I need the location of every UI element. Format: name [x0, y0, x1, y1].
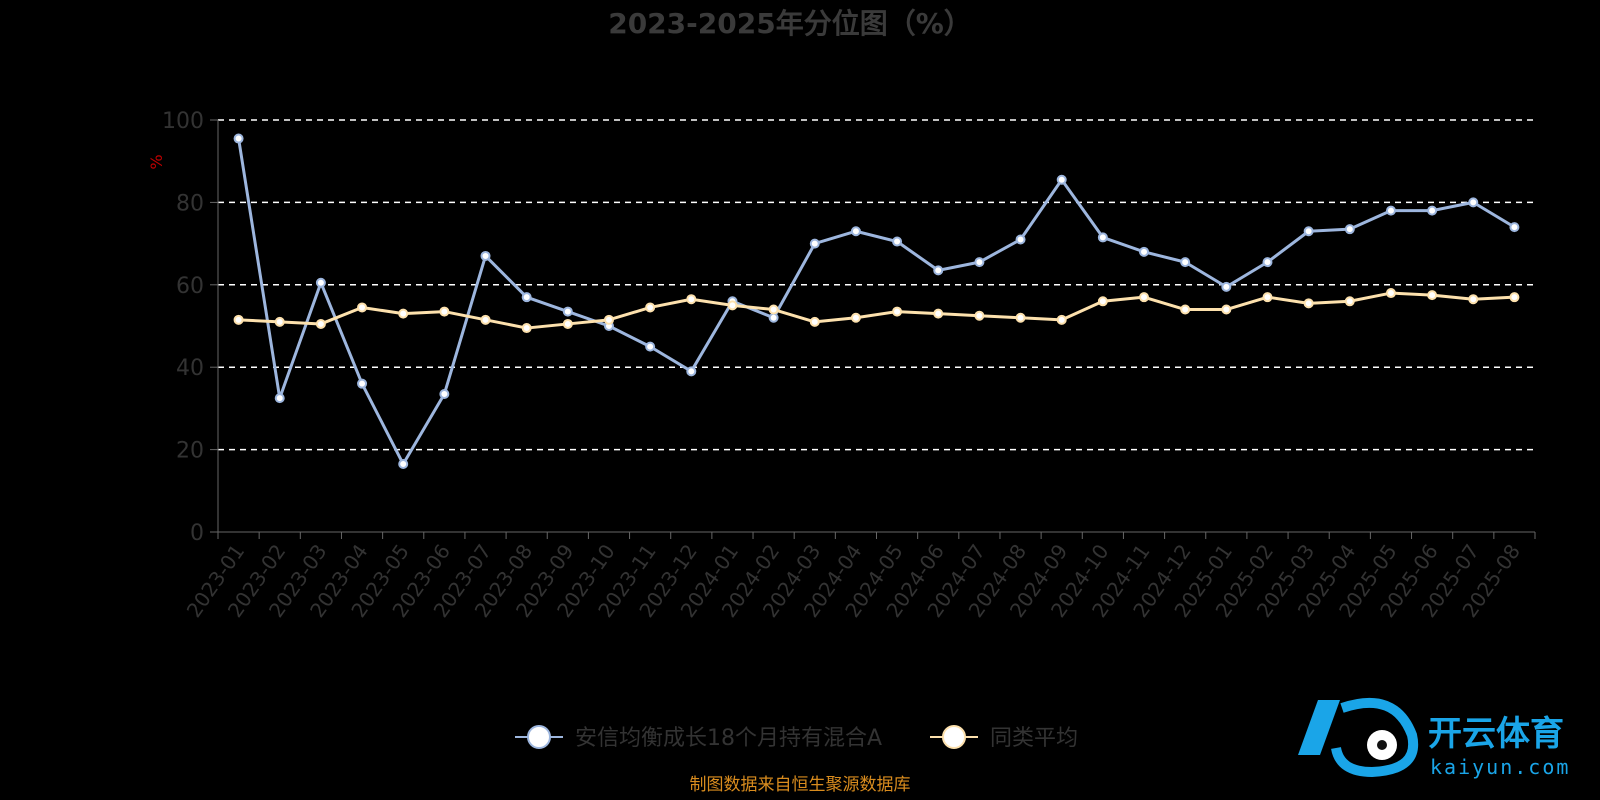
data-point — [562, 318, 573, 329]
data-point — [398, 308, 409, 319]
y-tick-label: 20 — [176, 439, 204, 464]
data-point — [521, 323, 532, 334]
data-point — [1509, 292, 1520, 303]
data-point — [562, 306, 573, 317]
data-point — [1385, 205, 1396, 216]
series-line — [237, 138, 1516, 466]
data-point — [892, 306, 903, 317]
y-axis-unit-label: % — [147, 154, 166, 169]
data-point — [1056, 314, 1067, 325]
data-point — [1344, 296, 1355, 307]
data-point — [1221, 281, 1232, 292]
data-point — [357, 378, 368, 389]
data-point — [850, 226, 861, 237]
data-point — [933, 308, 944, 319]
y-tick-label: 100 — [162, 109, 204, 134]
data-point — [1097, 296, 1108, 307]
grid-lines — [218, 119, 1535, 451]
data-point — [1015, 312, 1026, 323]
data-point — [357, 302, 368, 313]
data-point — [686, 294, 697, 305]
data-point — [233, 133, 244, 144]
data-point — [274, 393, 285, 404]
data-point — [727, 300, 738, 311]
data-point — [439, 388, 450, 399]
y-tick-label: 80 — [176, 191, 204, 216]
data-point — [809, 238, 820, 249]
series-line — [238, 291, 1515, 330]
data-point — [1303, 298, 1314, 309]
data-point — [809, 316, 820, 327]
data-point — [1139, 292, 1150, 303]
data-point — [1097, 232, 1108, 243]
data-point — [768, 304, 779, 315]
series-group — [233, 288, 1520, 334]
data-point — [1427, 205, 1438, 216]
data-point — [1056, 174, 1067, 185]
series-lines — [233, 133, 1520, 470]
data-point — [480, 314, 491, 325]
data-point — [1139, 246, 1150, 257]
data-point — [1262, 257, 1273, 268]
data-point — [1180, 257, 1191, 268]
data-point — [686, 366, 697, 377]
data-point — [768, 312, 779, 323]
data-point — [1221, 304, 1232, 315]
data-point — [274, 316, 285, 327]
data-point — [233, 314, 244, 325]
data-point — [521, 292, 532, 303]
data-point — [850, 312, 861, 323]
y-tick-label: 0 — [190, 521, 204, 546]
legend-marker — [942, 725, 966, 749]
data-point — [1262, 292, 1273, 303]
data-point — [1015, 234, 1026, 245]
legend-label: 同类平均 — [990, 726, 1078, 751]
data-point — [398, 459, 409, 470]
series-group — [233, 133, 1520, 470]
data-point — [933, 265, 944, 276]
data-point — [1427, 290, 1438, 301]
data-point — [645, 302, 656, 313]
data-point — [315, 318, 326, 329]
legend-marker — [527, 725, 551, 749]
data-point — [603, 314, 614, 325]
axes: 0204060801002023-012023-022023-032023-04… — [162, 109, 1536, 622]
brand-domain: kaiyun.com — [1430, 755, 1570, 779]
data-point — [1180, 304, 1191, 315]
y-tick-label: 60 — [176, 274, 204, 299]
data-source-note: 制图数据来自恒生聚源数据库 — [690, 775, 911, 795]
brand-name: 开云体育 — [1428, 714, 1564, 754]
data-point — [439, 306, 450, 317]
data-point — [480, 250, 491, 261]
data-point — [1385, 288, 1396, 299]
data-point — [315, 277, 326, 288]
data-point — [1303, 226, 1314, 237]
data-point — [892, 236, 903, 247]
legend-label: 安信均衡成长18个月持有混合A — [575, 726, 882, 751]
data-point — [645, 341, 656, 352]
data-point — [1509, 222, 1520, 233]
legend: 安信均衡成长18个月持有混合A 同类平均 — [515, 725, 1078, 751]
data-point — [1468, 197, 1479, 208]
data-point — [974, 310, 985, 321]
chart-title: 2023-2025年分位图（%） — [608, 7, 972, 40]
brand-logo-icon — [1298, 697, 1419, 778]
brand-watermark: 开云体育 kaiyun.com — [1298, 697, 1570, 779]
data-point — [1468, 294, 1479, 305]
data-point — [1344, 224, 1355, 235]
y-tick-label: 40 — [176, 356, 204, 381]
data-point — [974, 257, 985, 268]
